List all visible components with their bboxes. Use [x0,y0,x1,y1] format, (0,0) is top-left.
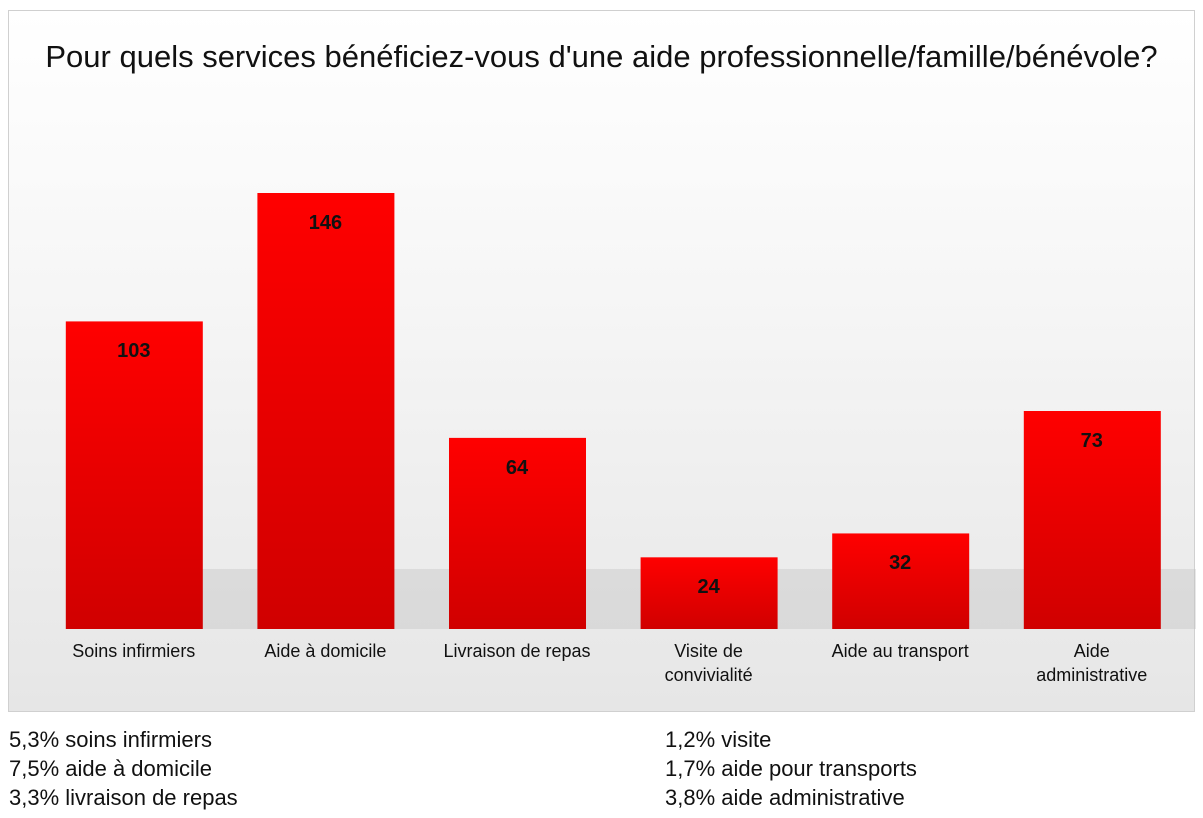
value-label: 103 [117,340,151,363]
note-line: 7,5% aide à domicile [9,756,213,781]
value-label: 24 [697,576,720,599]
x-tick-label: Aide administrative [1036,641,1148,685]
note-line: 1,7% aide pour transports [665,756,917,781]
value-label: 73 [1080,430,1103,452]
x-tick-label: Soins infirmiers [72,641,196,661]
bar [449,437,586,629]
bar [1023,411,1161,629]
x-tick-label: Aide à domicile [264,641,387,661]
value-label: 32 [889,552,912,575]
note-line: 5,3% soins infirmiers [9,727,212,752]
note-line: 1,2% visite [665,727,772,752]
bar [65,321,203,629]
value-label: 64 [505,456,529,479]
x-tick-label: Aide au transport [831,641,969,661]
bar [832,533,970,629]
x-tick-label: Visite de convivialité [664,641,753,685]
bar-shadow [1121,569,1196,629]
bar [257,193,395,629]
plot [65,193,1196,629]
bar [640,557,778,629]
note-line: 3,3% livraison de repas [9,785,238,810]
chart: Pour quels services bénéficiez-vous d'un… [8,10,1196,712]
value-label: 146 [308,212,343,234]
x-tick-label: Livraison de repas [443,641,591,661]
chart-title: Pour quels services bénéficiez-vous d'un… [45,39,1158,74]
note-line: 3,8% aide administrative [665,785,905,810]
